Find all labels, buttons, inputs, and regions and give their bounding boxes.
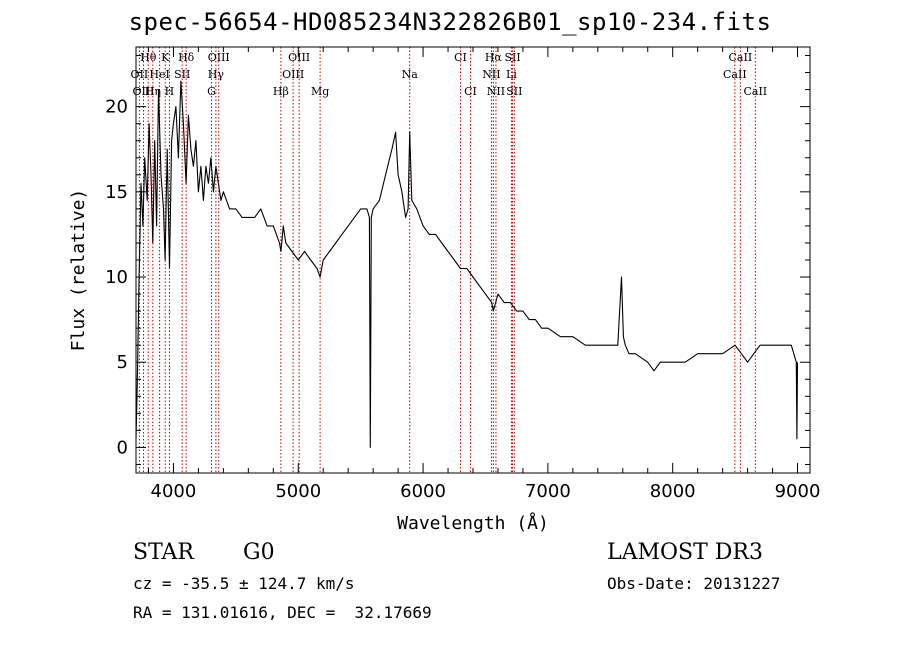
- line-marker-label: CI: [454, 51, 467, 64]
- line-marker-label: SII: [174, 68, 190, 81]
- line-marker-label: CI: [464, 85, 477, 98]
- line-marker-label: CaII: [729, 51, 753, 64]
- plot-frame: [135, 46, 811, 474]
- line-marker-label: Hδ: [178, 51, 195, 64]
- line-marker-label: OIII: [282, 68, 304, 81]
- line-marker-label: Hα: [485, 51, 503, 64]
- line-marker-label: SII: [504, 51, 520, 64]
- survey-label: LAMOST DR3: [607, 540, 763, 565]
- line-marker-label: Hβ: [273, 85, 289, 98]
- line-marker-label: CaII: [743, 85, 767, 98]
- line-marker-label: HeI: [149, 68, 169, 81]
- line-marker-label: G: [207, 85, 216, 98]
- x-tick-label: 6000: [400, 481, 446, 502]
- x-tick-label: 9000: [775, 481, 821, 502]
- object-class: STAR: [133, 540, 194, 565]
- y-tick-label: 10: [105, 267, 128, 288]
- line-marker-label: K: [161, 51, 170, 64]
- line-marker-label: NII: [487, 85, 505, 98]
- y-tick-label: 0: [117, 437, 128, 458]
- line-marker-label: OIII: [288, 51, 310, 64]
- line-marker-label: OIII: [208, 51, 230, 64]
- coordinates-text: RA = 131.01616, DEC = 32.17669: [133, 603, 432, 622]
- x-tick-label: 4000: [151, 481, 197, 502]
- y-tick-label: 15: [105, 182, 128, 203]
- line-marker-label: NII: [482, 68, 500, 81]
- line-marker-label: Hη: [145, 85, 161, 98]
- y-tick-label: 20: [105, 97, 128, 118]
- x-tick-label: 8000: [650, 481, 696, 502]
- obs-date-text: Obs-Date: 20131227: [607, 574, 781, 593]
- line-marker-label: H: [165, 85, 175, 98]
- line-marker-label: OIII: [132, 85, 154, 98]
- chart-title: spec-56654-HD085234N322826B01_sp10-234.f…: [128, 8, 772, 36]
- line-marker-label: CaII: [723, 68, 747, 81]
- spectrum-line: [135, 80, 799, 448]
- x-axis-label: Wavelength (Å): [397, 512, 549, 534]
- x-tick-label: 7000: [525, 481, 571, 502]
- line-marker-label: Li: [506, 68, 517, 81]
- line-marker-label: SII: [506, 85, 522, 98]
- line-marker-label: Hγ: [208, 68, 225, 81]
- y-axis-label: Flux (relative): [68, 189, 89, 352]
- x-tick-label: 5000: [275, 481, 321, 502]
- line-marker-label: Hθ: [140, 51, 157, 64]
- y-tick-label: 5: [117, 352, 128, 373]
- line-marker-label: Na: [402, 68, 419, 81]
- line-marker-label: Mg: [311, 85, 329, 98]
- line-marker-label: OII: [131, 68, 149, 81]
- object-subclass: G0: [243, 540, 275, 565]
- redshift-text: cz = -35.5 ± 124.7 km/s: [133, 574, 355, 593]
